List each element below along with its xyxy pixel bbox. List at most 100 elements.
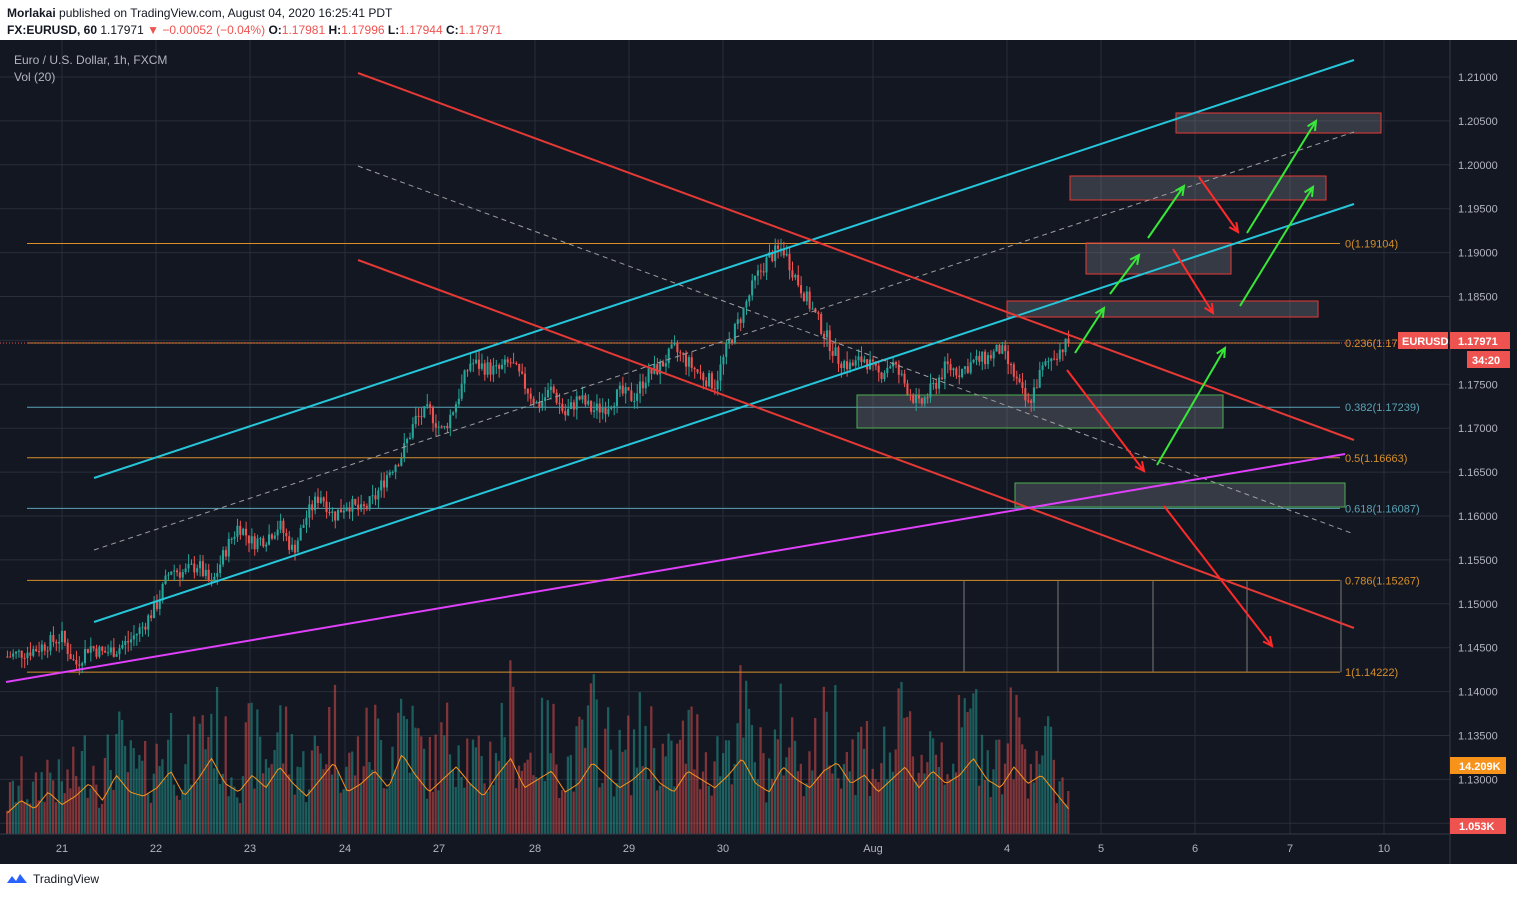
tradingview-logo[interactable]: TradingView <box>6 872 99 886</box>
candle-body <box>385 475 388 488</box>
volume-bar <box>374 704 377 834</box>
fib-level-label: 0.618(1.16087) <box>1345 503 1420 515</box>
candle-body <box>1041 365 1044 371</box>
candle-body <box>558 402 561 404</box>
volume-bar <box>167 739 170 834</box>
volume-bar <box>664 756 667 834</box>
volume-bar <box>34 772 38 834</box>
candle-body <box>615 389 619 407</box>
volume-bar <box>43 801 46 834</box>
volume-bar <box>793 740 797 834</box>
volume-bar <box>213 768 216 834</box>
candle-body <box>423 406 426 418</box>
volume-indicator-label[interactable]: Vol (20) <box>14 70 55 84</box>
volume-bar <box>644 725 647 834</box>
volume-bar <box>891 771 894 834</box>
volume-bar <box>164 778 167 834</box>
candle-body <box>906 383 909 395</box>
volume-bar <box>854 795 857 834</box>
candle-body <box>452 412 455 415</box>
candle-body <box>98 646 101 657</box>
candle-body <box>978 355 981 362</box>
volume-bar <box>129 740 132 834</box>
volume-bar <box>425 798 429 834</box>
candle-body <box>313 496 317 511</box>
chart-footer: TradingView <box>0 864 1517 898</box>
volume-bar <box>414 727 417 834</box>
candle-body <box>854 360 857 366</box>
candle-body <box>607 408 610 415</box>
volume-bar <box>673 786 676 834</box>
volume-bar <box>742 737 745 834</box>
volume-bar <box>184 764 187 834</box>
candle-body <box>362 504 365 507</box>
volume-bar <box>198 723 201 834</box>
candle-body <box>739 319 742 323</box>
candle-body <box>55 641 58 644</box>
volume-bar <box>908 711 912 834</box>
volume-bar <box>336 771 339 834</box>
volume-bar <box>382 788 385 834</box>
fib-level-label: 0.5(1.16663) <box>1345 453 1407 465</box>
candle-body <box>388 472 391 476</box>
time-tick-label: 22 <box>150 843 162 855</box>
candle-body <box>374 495 377 500</box>
candle-body <box>995 344 998 352</box>
volume-bar <box>491 785 495 834</box>
volume-bar <box>316 745 319 834</box>
candle-body <box>267 534 271 545</box>
volume-bar <box>448 754 452 834</box>
candle-body <box>989 355 992 359</box>
volume-bar <box>710 795 713 834</box>
volume-bar <box>63 793 66 834</box>
candle-body <box>213 576 216 581</box>
volume-bar <box>782 775 785 834</box>
volume-bar <box>290 734 293 834</box>
time-tick-label: 29 <box>623 843 635 855</box>
candle-body <box>564 410 567 416</box>
price-tick-label: 1.15500 <box>1458 555 1498 567</box>
volume-bar <box>83 735 86 834</box>
down-arrow-head <box>1228 221 1240 234</box>
volume-bar <box>946 774 949 834</box>
candle-body <box>820 313 823 334</box>
price-tick-label: 1.13000 <box>1458 774 1498 786</box>
candle-body <box>633 400 636 402</box>
volume-bar <box>345 766 348 834</box>
volume-bar <box>615 783 618 834</box>
candle-body <box>883 373 886 379</box>
volume-bar <box>80 751 84 834</box>
chart-area[interactable]: 0(1.19104) 0.236(1.17971) 0.382(1.17239) 0.… <box>0 40 1517 864</box>
candle-body <box>909 394 912 396</box>
candle-body <box>446 425 449 429</box>
volume-bar <box>250 702 253 834</box>
volume-bar <box>848 771 851 834</box>
volume-bar <box>1049 726 1053 834</box>
candle-body <box>489 362 492 375</box>
volume-bar <box>1058 781 1061 834</box>
volume-bar <box>417 728 420 834</box>
volume-bar <box>279 705 282 834</box>
volume-bar <box>342 789 345 834</box>
symbol-label[interactable]: FX:EURUSD, 60 <box>7 23 98 37</box>
candle-body <box>546 389 550 398</box>
price-axis[interactable]: 1.21000 1.20500 1.20000 1.19500 1.19000 1.185… <box>1458 72 1498 830</box>
candle-body <box>66 642 69 655</box>
volume-ma-text: 14.209K <box>1459 761 1501 773</box>
candle-body <box>175 570 179 573</box>
candle-body <box>736 319 739 325</box>
chart-svg[interactable]: 0(1.19104)0.236(1.17971)0.382(1.17239)0.… <box>0 40 1517 864</box>
candle-body <box>463 370 466 384</box>
volume-bar <box>144 741 147 834</box>
volume-bar <box>540 697 544 834</box>
time-axis[interactable]: 21 22 23 24 27 28 29 30 Aug 4 5 6 7 10 <box>56 843 1390 855</box>
candle-body <box>863 359 866 363</box>
candle-body <box>506 359 509 363</box>
volume-bar <box>296 766 299 834</box>
price-tick-label: 1.20500 <box>1458 116 1498 128</box>
candle-body <box>581 395 584 400</box>
author-name[interactable]: Morlakai <box>7 6 56 20</box>
volume-bar <box>1052 759 1056 834</box>
candle-body <box>129 639 133 643</box>
volume-bar <box>808 751 811 834</box>
